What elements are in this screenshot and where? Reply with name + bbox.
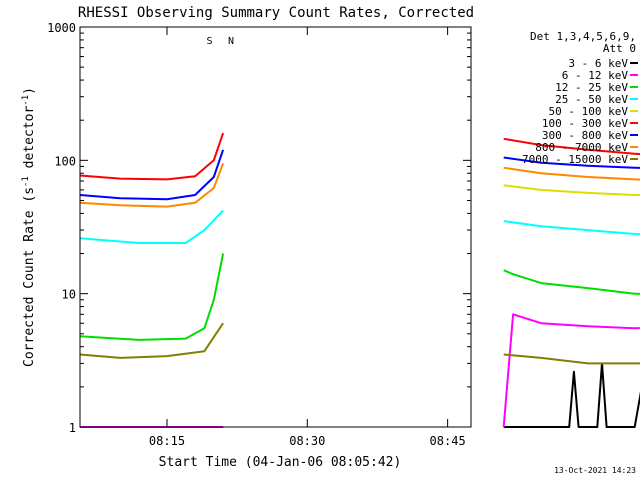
y-axis-label: Corrected Count Rate (s-1 detector-1) <box>21 87 37 367</box>
y-tick-label-2: 100 <box>54 154 76 168</box>
y-axis-label-end: ) <box>22 87 37 95</box>
overlay-layer: SNF <box>206 36 234 47</box>
y-axis-label-main: Corrected Count Rate (s <box>22 187 37 367</box>
y-axis-label-sup2: -1 <box>21 95 31 106</box>
series-line-3-segment-0 <box>79 209 224 244</box>
series-line-8-segment-0 <box>79 322 224 359</box>
series-layer <box>79 132 640 428</box>
series-line-2-segment-1 <box>503 269 640 295</box>
legend-label-4: 50 - 100 keV <box>549 105 629 118</box>
series-line-0-segment-1 <box>503 362 640 428</box>
y-axis-label-mid: detector <box>22 106 37 177</box>
y-axis: 1 10 100 1000 <box>47 21 471 435</box>
y-tick-label-1: 10 <box>62 288 76 302</box>
series-line-3-segment-1 <box>503 220 640 236</box>
series-line-5-segment-0 <box>79 132 225 181</box>
x-tick-label-1: 08:30 <box>289 434 325 448</box>
y-axis-label-sup: -1 <box>21 176 31 187</box>
x-axis-label: Start Time (04-Jan-06 08:05:42) <box>159 455 402 470</box>
timestamp: 13-Oct-2021 14:23 <box>554 466 636 475</box>
annotation-0: S <box>206 36 212 47</box>
series-line-4-segment-0 <box>503 184 640 197</box>
legend-label-5: 100 - 300 keV <box>542 117 628 130</box>
x-axis: 08:15 08:30 08:45 <box>149 27 466 448</box>
annotation-1: N <box>228 36 234 47</box>
legend-label-3: 25 - 50 keV <box>555 93 628 106</box>
y-tick-label-0: 1 <box>69 421 76 435</box>
series-line-6-segment-0 <box>79 149 225 201</box>
x-tick-label-2: 08:45 <box>430 434 466 448</box>
series-line-5-segment-1 <box>503 137 640 156</box>
legend-label-1: 6 - 12 keV <box>562 69 629 82</box>
legend-label-8: 7000 - 15000 keV <box>522 153 628 166</box>
series-line-8-segment-1 <box>503 353 640 365</box>
series-line-6-segment-1 <box>503 156 640 169</box>
series-line-1-segment-1 <box>502 313 640 428</box>
chart-title: RHESSI Observing Summary Count Rates, Co… <box>78 5 474 21</box>
legend-label-0: 3 - 6 keV <box>568 57 628 70</box>
plot-frame <box>79 26 472 428</box>
series-line-2-segment-0 <box>79 253 225 341</box>
legend-header-line1: Det 1,3,4,5,6,9, <box>530 30 636 43</box>
legend-label-7: 800 - 7000 keV <box>535 141 628 154</box>
legend-header-line2: Att 0 <box>603 42 636 55</box>
x-tick-label-0: 08:15 <box>149 434 185 448</box>
series-line-7-segment-0 <box>79 162 225 208</box>
legend-label-2: 12 - 25 keV <box>555 81 628 94</box>
series-line-7-segment-1 <box>503 166 640 181</box>
y-tick-label-3: 1000 <box>47 21 76 35</box>
legend-label-6: 300 - 800 keV <box>542 129 628 142</box>
